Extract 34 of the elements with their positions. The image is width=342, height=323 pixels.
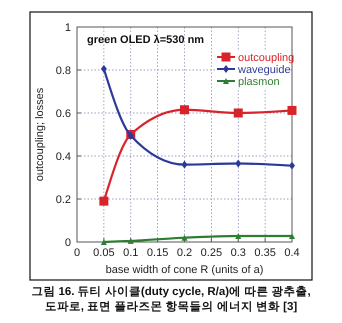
x-tick-label: 0.2 — [176, 247, 192, 259]
y-tick-label: 0.6 — [56, 108, 71, 120]
point — [288, 106, 296, 115]
point — [234, 108, 243, 118]
x-tick-label: 0 — [74, 247, 80, 259]
y-tick-label: 0 — [64, 237, 71, 249]
y-tick-label: 1 — [64, 22, 71, 34]
point — [182, 160, 188, 169]
x-tick-label: 0.1 — [123, 247, 138, 259]
x-tick-label: 0.25 — [200, 247, 222, 259]
point — [289, 162, 295, 170]
y-tick-label: 0.8 — [56, 65, 71, 77]
legend-label: waveguide — [237, 64, 291, 76]
x-tick-label: 0.3 — [230, 247, 246, 259]
y-tick-label: 0.2 — [56, 194, 71, 206]
point — [289, 232, 295, 239]
point — [235, 232, 242, 239]
text: green OLED λ=530 nm — [87, 34, 204, 46]
point — [182, 234, 188, 241]
point — [235, 160, 242, 168]
legend-label: plasmon — [238, 76, 280, 88]
x-tick-label: 0.15 — [146, 247, 168, 259]
point — [180, 105, 189, 114]
y-axis-title: outcoupling; losses — [34, 87, 46, 182]
point — [99, 196, 108, 206]
point — [100, 64, 107, 73]
x-tick-label: 0.4 — [284, 247, 300, 259]
caption: 그림 16. 듀티 사이클(duty cycle, R/a)에 따른 광추출, 도파로, 표면 플라즈몬 항목들의 에너지 변화 [3] — [31, 285, 311, 313]
x-axis-title: base width of cone R (units of a) — [106, 264, 264, 276]
point — [100, 239, 107, 245]
x-tick-label: 0.35 — [254, 247, 276, 259]
y-tick-label: 0.4 — [56, 151, 71, 163]
x-tick-label: 0.05 — [93, 247, 115, 259]
point — [128, 238, 134, 244]
